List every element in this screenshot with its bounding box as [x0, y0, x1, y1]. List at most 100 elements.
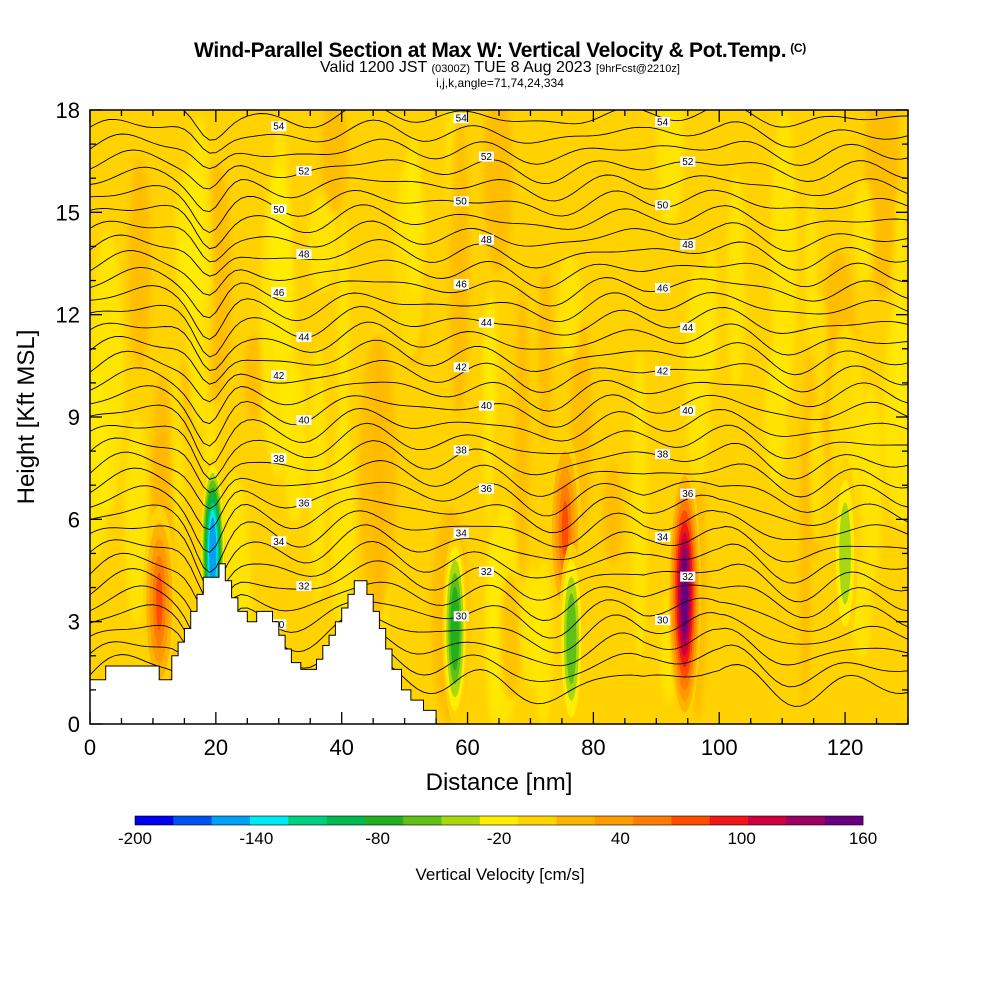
velocity-cell	[557, 254, 582, 359]
y-tick-label: 3	[68, 610, 80, 635]
isentrope-label: 54	[657, 117, 669, 128]
isentrope-label: 34	[456, 529, 468, 540]
isentrope-label-bg	[655, 199, 671, 210]
isentrope-label: 42	[456, 363, 468, 374]
isentrope-label: 36	[481, 484, 493, 495]
isentrope-label: 44	[481, 318, 493, 329]
isentrope-label-bg	[271, 287, 287, 298]
isentrope-label: 46	[273, 288, 285, 299]
y-tick-label: 18	[56, 98, 80, 123]
velocity-band	[568, 610, 574, 668]
colorbar-cell	[633, 816, 672, 825]
velocity-cell	[309, 344, 327, 602]
isentrope-label-bg	[271, 121, 287, 132]
chart-title-text: Wind-Parallel Section at Max W: Vertical…	[194, 39, 787, 62]
isentrope-label: 50	[657, 200, 669, 211]
velocity-band	[561, 500, 569, 559]
isentrope-label-bg	[478, 234, 494, 245]
velocity-cell	[405, 134, 421, 299]
isentrope-label-bg	[478, 566, 494, 577]
y-tick-label: 0	[68, 712, 80, 737]
isentrope-label: 42	[273, 371, 285, 382]
velocity-cell	[515, 284, 529, 582]
colorbar-tick-label: -140	[239, 829, 273, 848]
velocity-cell	[829, 324, 864, 512]
isentrope-label: 30	[657, 616, 669, 627]
isentrope-label-bg	[453, 362, 469, 373]
isentrope-label: 34	[657, 533, 669, 544]
colorbar-tick-label: -20	[487, 829, 512, 848]
colorbar: -200 -140 -80 -20 40 100 160 Vertical Velocity…	[118, 815, 877, 884]
colorbar-cell	[211, 816, 251, 825]
isentrope-label: 46	[456, 280, 468, 291]
isentrope-label: 40	[682, 406, 694, 417]
colorbar-tick-label: 160	[849, 829, 877, 848]
y-axis-title: Height [Kft MSL]	[13, 330, 40, 505]
isentrope-label: 36	[298, 499, 310, 510]
isentrope-line	[90, 220, 908, 263]
x-tick-label: 0	[84, 735, 96, 760]
isentrope-label-bg	[271, 370, 287, 381]
isentrope-label-bg	[680, 488, 696, 499]
x-tick-label: 40	[329, 735, 353, 760]
isentrope-label-bg	[680, 239, 696, 250]
velocity-cell	[308, 192, 337, 293]
velocity-cell	[656, 110, 684, 229]
isentrope-line	[90, 350, 908, 403]
isentrope-label-bg	[453, 445, 469, 456]
velocity-feature-updraft	[142, 505, 176, 697]
isentrope-label-bg	[655, 116, 671, 127]
isentrope-line	[90, 149, 908, 190]
colorbar-cell	[748, 816, 787, 825]
isentrope-label-bg	[271, 453, 287, 464]
isentrope-label-bg	[680, 322, 696, 333]
isentrope-label-bg	[655, 532, 671, 543]
velocity-cell	[771, 110, 797, 409]
colorbar-cell	[518, 816, 557, 825]
isentrope-line	[129, 110, 908, 141]
colorbar-cell	[479, 816, 519, 825]
isentrope-label: 50	[273, 205, 285, 216]
isentrope-line	[90, 404, 908, 466]
isentrope-label: 52	[682, 157, 694, 168]
velocity-cell	[632, 348, 647, 666]
isentrope-line	[90, 204, 908, 250]
isentrope-label-bg	[478, 151, 494, 162]
isentrope-label-bg	[271, 536, 287, 547]
isentrope-label: 52	[298, 167, 310, 178]
isentrope-line	[90, 185, 908, 234]
chart-subtitle: Valid 1200 JST (0300Z) TUE 8 Aug 2023 [9…	[0, 60, 1000, 77]
isentrope-label: 54	[273, 122, 285, 133]
y-tick-label: 9	[68, 405, 80, 430]
isentrope-label-bg	[680, 571, 696, 582]
isentrope-line	[90, 118, 908, 154]
isentrope-label: 48	[481, 235, 493, 246]
isentrope-label-bg	[478, 483, 494, 494]
colorbar-tick-label: -80	[365, 829, 390, 848]
isentrope-label-bg	[478, 317, 494, 328]
velocity-cell	[860, 383, 883, 585]
velocity-cell	[538, 268, 552, 444]
isentrope-label: 38	[657, 450, 669, 461]
velocity-cell	[815, 294, 828, 416]
velocity-cell	[337, 214, 350, 447]
velocity-cell	[359, 334, 397, 611]
isentrope-label: 38	[456, 446, 468, 457]
colorbar-cell	[403, 816, 442, 825]
colorbar-cell	[671, 816, 711, 825]
isentrope-line	[90, 451, 908, 510]
colorbar-tick-label: 40	[611, 829, 630, 848]
colorbar-cell	[364, 816, 404, 825]
copyright-mark: (C)	[790, 41, 806, 55]
velocity-feature-downdraft	[442, 532, 468, 724]
isentrope-label-bg	[453, 196, 469, 207]
plot-area: 3030303232323434343636363838384040404242…	[90, 110, 908, 724]
velocity-cell	[727, 170, 746, 393]
isentrope-line	[90, 485, 908, 553]
colorbar-frame	[134, 815, 864, 826]
colorbar-cell	[786, 816, 825, 825]
isentrope-line	[90, 367, 908, 425]
x-axis-title: Distance [nm]	[426, 769, 573, 796]
isentrope-label: 44	[682, 323, 694, 334]
